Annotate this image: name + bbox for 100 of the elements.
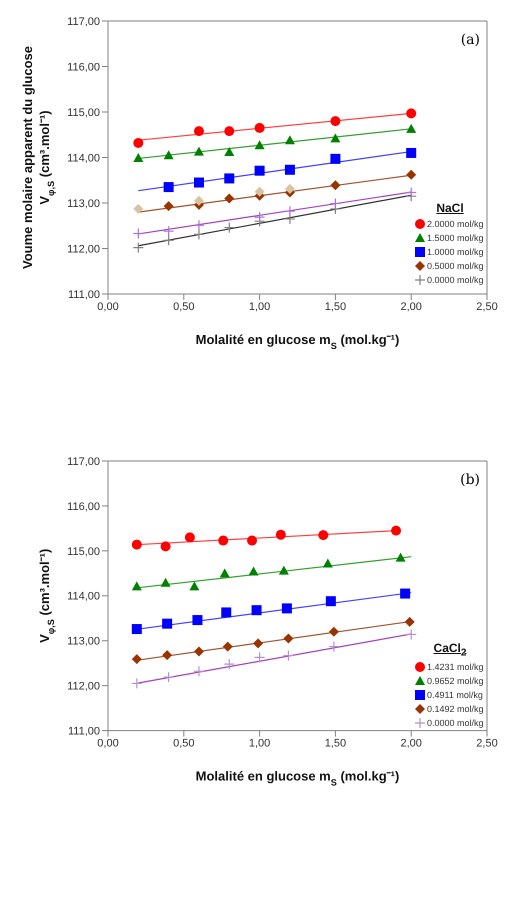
x-tick-label: 2,00 [400, 737, 422, 750]
x-tick-label: 2,50 [476, 737, 498, 750]
point [406, 186, 417, 198]
legend-title: NaCl [435, 201, 465, 215]
point [254, 652, 266, 663]
y-tick-label: 117,00 [67, 16, 100, 28]
point [131, 678, 142, 690]
x-tick-label: 1,00 [248, 300, 270, 313]
point [282, 603, 292, 614]
point [221, 607, 232, 618]
point [224, 147, 234, 156]
point [282, 650, 294, 662]
point [218, 536, 228, 546]
point [184, 532, 195, 542]
point [132, 624, 142, 634]
point [193, 228, 205, 240]
point [224, 658, 235, 670]
point [254, 186, 265, 197]
legend-label: 1.4231 mol/kg [427, 662, 484, 672]
point [253, 638, 264, 648]
point [162, 650, 172, 660]
x-tick-label: 2,00 [400, 300, 422, 313]
point [322, 558, 333, 568]
x-tick-label: 0,50 [173, 300, 195, 313]
legend-label: 0.0000 mol/kg [427, 275, 484, 285]
x-axis-title: Molalité en glucose m$_{S}$ (mol.kg⁻¹) [196, 332, 400, 351]
x-tick-label: 0,00 [97, 737, 119, 750]
point [133, 138, 144, 148]
y-tick-label: 114,00 [67, 590, 100, 603]
point [220, 568, 230, 578]
point [400, 588, 410, 599]
point [164, 201, 174, 212]
point [132, 540, 142, 550]
point [330, 180, 340, 190]
point [224, 193, 234, 204]
point [163, 234, 174, 246]
point [163, 226, 174, 237]
point [133, 152, 144, 162]
y-tick-label: 111,00 [68, 726, 100, 738]
legend-label: 0.0000 mol/kg [427, 718, 484, 728]
point [254, 166, 265, 176]
point [192, 615, 202, 626]
legend-title: CaCl$_{2}$ [432, 641, 468, 658]
point [330, 116, 340, 126]
point [391, 526, 402, 536]
x-tick-label: 1,50 [324, 737, 346, 750]
point [164, 182, 174, 192]
y-tick-label: 115,00 [67, 106, 100, 119]
point [406, 148, 416, 158]
x-tick-label: 1,50 [324, 300, 346, 313]
point [276, 530, 286, 540]
point [404, 616, 415, 627]
point [194, 126, 204, 136]
point [162, 618, 172, 629]
y-tick-label: 113,00 [67, 198, 100, 210]
point [406, 108, 416, 118]
point [318, 530, 328, 540]
point [194, 146, 204, 156]
point [252, 605, 262, 616]
point [247, 536, 258, 546]
point [330, 133, 340, 142]
point [132, 242, 144, 254]
point [326, 596, 336, 606]
legend-label: 1.0000 mol/kg [427, 247, 484, 257]
point [224, 222, 235, 234]
point [222, 642, 233, 652]
point [406, 628, 417, 640]
x-tick-label: 1,00 [248, 737, 270, 750]
point [132, 581, 142, 590]
point [132, 228, 144, 240]
y-tick-label: 116,00 [67, 500, 100, 513]
point [248, 566, 259, 576]
point [189, 581, 200, 590]
point [328, 640, 340, 652]
y-tick-label: 112,00 [67, 243, 100, 256]
legend-label: 2.0000 mol/kg [427, 219, 484, 229]
point [284, 184, 295, 194]
legend-label: 1.5000 mol/kg [427, 233, 484, 243]
legend-label: 0.9652 mol/kg [427, 676, 484, 686]
y-tick-label: 114,00 [67, 152, 100, 164]
point [284, 164, 295, 175]
y-tick-label: 111,00 [68, 288, 100, 301]
point [330, 198, 341, 210]
point [194, 178, 204, 188]
point [254, 122, 265, 133]
y-tick-label: 116,00 [67, 61, 100, 74]
annotation: (b) [460, 472, 480, 488]
legend-label: 0.4911 mol/kg [427, 690, 483, 700]
y-tick-label: 113,00 [67, 636, 100, 648]
legend-label: 0.5000 mol/kg [427, 261, 484, 271]
point [224, 173, 234, 184]
annotation: (a) [460, 32, 480, 48]
point [278, 566, 289, 575]
point [254, 212, 266, 223]
point [284, 213, 296, 225]
point [160, 541, 171, 552]
point [396, 552, 406, 562]
point [194, 196, 204, 206]
point [133, 204, 144, 214]
y-tick-label: 112,00 [67, 680, 100, 693]
